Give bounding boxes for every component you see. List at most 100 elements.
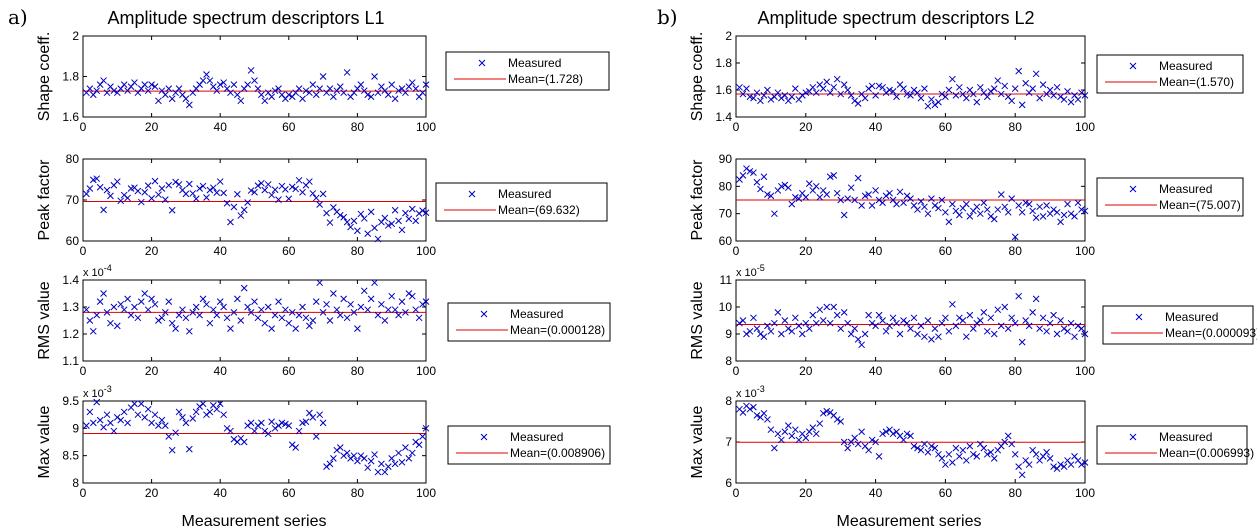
data-point	[882, 428, 890, 436]
data-point	[952, 92, 960, 99]
data-point	[921, 440, 928, 448]
data-point	[945, 218, 953, 226]
data-point	[826, 319, 834, 327]
data-point	[784, 184, 792, 192]
data-point	[240, 284, 248, 292]
data-point	[924, 317, 932, 324]
data-point	[374, 468, 382, 476]
data-point	[886, 86, 893, 94]
data-point	[306, 322, 313, 330]
data-point	[819, 317, 827, 324]
data-point	[973, 319, 981, 327]
data-point	[760, 92, 768, 99]
data-point	[165, 181, 173, 189]
data-point	[942, 461, 949, 468]
data-point	[1018, 101, 1026, 109]
data-point	[412, 306, 420, 314]
data-point	[823, 191, 831, 198]
x-tick-label: 0	[733, 120, 740, 134]
y-tick-label: 80	[719, 179, 733, 193]
data-point	[141, 414, 149, 421]
figure-title-b: Amplitude spectrum descriptors L2	[757, 8, 1034, 28]
x-tick-label: 60	[282, 364, 296, 378]
data-point	[823, 407, 831, 415]
data-point	[422, 81, 430, 88]
data-point	[237, 97, 245, 105]
data-point	[247, 67, 255, 74]
data-point	[952, 322, 960, 330]
data-point	[875, 82, 883, 90]
data-point	[419, 89, 426, 97]
x-tick-label: 20	[145, 364, 159, 378]
data-point	[812, 89, 820, 97]
data-point	[86, 317, 94, 324]
data-point	[244, 199, 251, 206]
data-point	[739, 172, 747, 179]
data-point	[896, 330, 904, 338]
data-point	[802, 434, 810, 442]
data-point	[1046, 455, 1054, 462]
data-point	[798, 330, 806, 338]
data-point	[83, 190, 90, 198]
data-point	[155, 317, 162, 324]
data-point	[141, 81, 149, 88]
data-point	[343, 218, 351, 226]
data-point	[316, 411, 324, 419]
data-point	[330, 290, 337, 297]
data-point	[921, 203, 928, 211]
data-point	[840, 211, 848, 219]
data-point	[1004, 208, 1012, 216]
x-tick-label: 20	[145, 120, 159, 134]
data-point	[928, 195, 935, 202]
legend-marker-measured	[1135, 313, 1143, 321]
data-point	[103, 89, 111, 97]
data-point	[1011, 85, 1019, 93]
data-point	[778, 330, 785, 338]
data-point	[1032, 70, 1040, 78]
chart-a-1: 0 20 40 60 80 100 1.6 1.8 2 Shape coeff. Measured M…	[36, 29, 610, 134]
data-point	[917, 94, 925, 102]
data-point	[907, 195, 914, 202]
data-point	[1074, 96, 1082, 103]
data-point	[216, 298, 224, 305]
legend-label-measured: Measured	[1159, 59, 1212, 73]
data-point	[802, 319, 810, 327]
x-tick-label: 60	[282, 486, 296, 500]
data-point	[917, 322, 925, 330]
data-point	[1081, 92, 1089, 99]
data-point	[844, 319, 852, 327]
y-tick-label: 1.3	[62, 300, 79, 314]
data-point	[233, 91, 241, 99]
y-tick-label: 1.2	[62, 327, 79, 341]
data-point	[391, 206, 399, 214]
data-point	[148, 295, 155, 303]
data-point	[148, 419, 155, 427]
x-tick-label: 80	[351, 120, 365, 134]
data-point	[865, 311, 872, 319]
x-tick-label: 80	[351, 244, 365, 258]
legend-label-mean: Mean=(1.570)	[1159, 75, 1234, 89]
data-point	[882, 327, 890, 335]
data-point	[1022, 199, 1030, 207]
data-point	[851, 325, 859, 332]
data-point	[275, 298, 282, 305]
y-tick-label: 2	[72, 29, 79, 43]
data-point	[415, 314, 423, 322]
legend-marker-measured	[480, 433, 488, 441]
data-point	[1043, 202, 1050, 209]
data-point	[1004, 325, 1012, 332]
data-point	[844, 195, 852, 202]
legend-box	[1096, 425, 1248, 465]
data-point	[812, 182, 820, 190]
legend-label-measured: Measured	[510, 430, 563, 444]
data-point	[1001, 303, 1009, 311]
axis-exponent: x 10-3	[83, 384, 112, 400]
data-point	[847, 330, 855, 338]
data-point	[865, 446, 872, 454]
data-point	[364, 306, 372, 314]
data-point	[350, 309, 358, 316]
data-point	[302, 418, 310, 426]
data-point	[216, 178, 224, 185]
data-point	[931, 101, 939, 109]
data-point	[384, 306, 392, 314]
